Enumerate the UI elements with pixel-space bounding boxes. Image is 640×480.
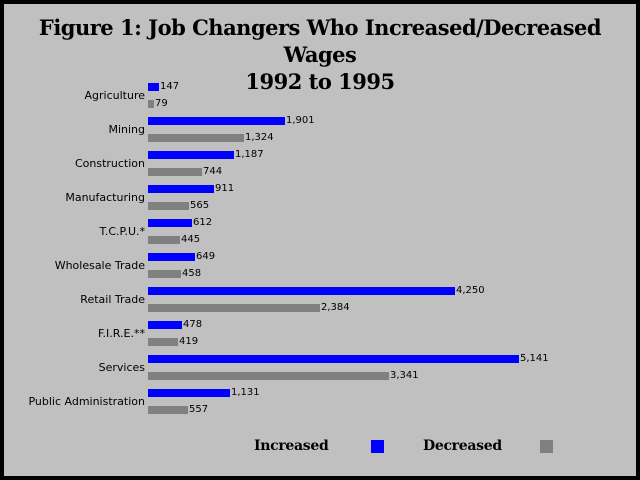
category-label-mining: Mining bbox=[108, 123, 145, 136]
chart-frame: Figure 1: Job Changers Who Increased/Dec… bbox=[4, 4, 636, 476]
value-label-increased-public-administration: 1,131 bbox=[231, 387, 260, 398]
bar-increased-services bbox=[148, 355, 519, 363]
category-label-construction: Construction bbox=[74, 157, 145, 170]
bar-decreased-wholesale-trade bbox=[148, 270, 181, 278]
value-label-increased-manufacturing: 911 bbox=[215, 183, 235, 194]
value-label-increased-wholesale-trade: 649 bbox=[196, 251, 216, 262]
category-label-retail-trade: Retail Trade bbox=[80, 293, 145, 306]
bar-decreased-construction bbox=[148, 168, 202, 176]
category-label-manufacturing: Manufacturing bbox=[65, 191, 145, 204]
legend: Increased Decreased bbox=[4, 437, 636, 457]
value-label-increased-retail-trade: 4,250 bbox=[456, 285, 485, 296]
legend-swatch-increased bbox=[371, 440, 384, 453]
bar-increased-t-c-p-u bbox=[148, 219, 192, 227]
value-label-increased-services: 5,141 bbox=[520, 353, 549, 364]
legend-label-increased: Increased bbox=[254, 438, 329, 454]
bar-decreased-t-c-p-u bbox=[148, 236, 180, 244]
value-label-decreased-retail-trade: 2,384 bbox=[321, 302, 350, 313]
bar-decreased-f-i-r-e bbox=[148, 338, 178, 346]
bar-decreased-public-administration bbox=[148, 406, 188, 414]
value-label-increased-t-c-p-u: 612 bbox=[193, 217, 213, 228]
bar-increased-public-administration bbox=[148, 389, 230, 397]
value-label-increased-agriculture: 147 bbox=[160, 81, 180, 92]
value-label-decreased-f-i-r-e: 419 bbox=[179, 336, 199, 347]
value-label-decreased-mining: 1,324 bbox=[245, 132, 274, 143]
bar-increased-agriculture bbox=[148, 83, 159, 91]
bar-increased-construction bbox=[148, 151, 234, 159]
chart-title-line-1: Figure 1: Job Changers Who Increased/Dec… bbox=[38, 15, 602, 67]
value-label-decreased-agriculture: 79 bbox=[155, 98, 168, 109]
bar-increased-mining bbox=[148, 117, 285, 125]
value-label-increased-construction: 1,187 bbox=[235, 149, 264, 160]
value-label-decreased-services: 3,341 bbox=[390, 370, 419, 381]
bar-decreased-retail-trade bbox=[148, 304, 320, 312]
bar-increased-retail-trade bbox=[148, 287, 455, 295]
value-label-decreased-t-c-p-u: 445 bbox=[181, 234, 201, 245]
bar-increased-wholesale-trade bbox=[148, 253, 195, 261]
category-label-wholesale-trade: Wholesale Trade bbox=[54, 259, 145, 272]
value-label-increased-mining: 1,901 bbox=[286, 115, 315, 126]
plot-area: Agriculture 147 79 Mining 1,901 1,324 Construc… bbox=[4, 4, 636, 476]
bar-increased-manufacturing bbox=[148, 185, 214, 193]
value-label-decreased-wholesale-trade: 458 bbox=[182, 268, 202, 279]
category-label-f-i-r-e: F.I.R.E.** bbox=[98, 327, 145, 340]
legend-swatch-decreased bbox=[540, 440, 553, 453]
bar-decreased-agriculture bbox=[148, 100, 154, 108]
legend-label-decreased: Decreased bbox=[423, 438, 502, 454]
category-label-services: Services bbox=[98, 361, 145, 374]
bar-decreased-services bbox=[148, 372, 389, 380]
category-label-agriculture: Agriculture bbox=[84, 89, 146, 102]
bar-decreased-mining bbox=[148, 134, 244, 142]
category-label-t-c-p-u: T.C.P.U.* bbox=[99, 225, 145, 238]
chart-title: Figure 1: Job Changers Who Increased/Dec… bbox=[4, 14, 636, 95]
value-label-decreased-manufacturing: 565 bbox=[190, 200, 210, 211]
value-label-increased-f-i-r-e: 478 bbox=[183, 319, 203, 330]
category-label-public-administration: Public Administration bbox=[28, 395, 145, 408]
bar-decreased-manufacturing bbox=[148, 202, 189, 210]
value-label-decreased-public-administration: 557 bbox=[189, 404, 209, 415]
value-label-decreased-construction: 744 bbox=[203, 166, 223, 177]
bar-increased-f-i-r-e bbox=[148, 321, 182, 329]
chart-title-line-2: 1992 to 1995 bbox=[245, 69, 395, 94]
